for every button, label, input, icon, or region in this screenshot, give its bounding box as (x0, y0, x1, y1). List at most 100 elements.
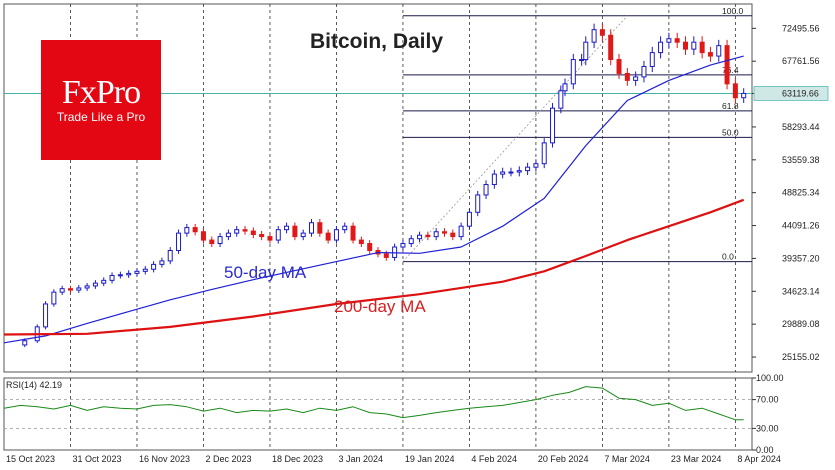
price-candle-body (43, 303, 49, 328)
price-candle-body (433, 231, 439, 238)
ma50-label: 50-day MA (224, 263, 307, 282)
rsi-line (3, 386, 744, 421)
x-tick-label: 18 Dec 2023 (272, 454, 323, 464)
price-candle-body (242, 229, 248, 232)
price-candle-body (641, 65, 647, 78)
price-candle-body (142, 268, 148, 272)
price-candle-body (491, 173, 497, 186)
price-candle-body (284, 225, 290, 231)
price-candle-body (466, 211, 472, 227)
y-tick-label: 44091.26 (782, 221, 820, 231)
price-candle-body (541, 142, 547, 165)
price-candle-body (234, 229, 240, 234)
x-tick-label: 19 Jan 2024 (405, 454, 455, 464)
x-tick-label: 20 Feb 2024 (538, 454, 589, 464)
price-candle-body (342, 225, 348, 231)
price-candle-body (392, 246, 398, 258)
price-candle-body (192, 227, 198, 233)
logo-tagline: Trade Like a Pro (56, 110, 146, 124)
price-candle-body (570, 59, 576, 85)
x-tick-label: 31 Oct 2023 (72, 454, 121, 464)
price-candle-body (325, 232, 331, 241)
x-tick-label: 16 Nov 2023 (139, 454, 190, 464)
x-tick-label: 8 Apr 2024 (737, 454, 781, 464)
price-candle-body (184, 227, 190, 234)
price-candle-body (608, 34, 614, 61)
price-candle-body (624, 72, 630, 81)
price-candle-body (475, 194, 481, 213)
price-candle-body (333, 229, 339, 241)
y-tick-label: 29889.08 (782, 319, 820, 329)
price-candle-body (400, 243, 406, 248)
price-candle-body (741, 92, 747, 99)
price-candle-body (267, 236, 273, 241)
chart-title: Bitcoin, Daily (310, 30, 444, 53)
y-tick-label: 58293.44 (782, 122, 820, 132)
price-candle-body (649, 52, 655, 67)
price-candle-body (508, 171, 514, 174)
price-candle-body (209, 239, 215, 245)
y-tick-label: 67761.56 (782, 56, 820, 66)
price-candle-body (658, 41, 664, 54)
price-candle-body (550, 107, 556, 144)
ma200-label: 200-day MA (334, 297, 426, 316)
fib-level-label: 76.4 (722, 65, 739, 75)
price-candle-body (101, 279, 107, 284)
price-candle-body (126, 272, 132, 276)
price-candle-body (51, 291, 57, 305)
price-candle-body (633, 76, 639, 81)
x-tick-label: 15 Oct 2023 (6, 454, 55, 464)
x-tick-label: 3 Jan 2024 (338, 454, 383, 464)
price-candle-body (350, 225, 356, 241)
price-candle-body (383, 253, 389, 258)
price-candle-body (533, 163, 539, 168)
price-candle-body (417, 234, 423, 240)
main-panel-frame (3, 3, 753, 373)
price-candle-body (309, 222, 315, 234)
price-candle-body (275, 229, 281, 241)
price-candle-body (579, 59, 585, 62)
current-price-label: 63119.66 (782, 88, 819, 98)
price-candle-body (425, 234, 431, 238)
price-candle-body (367, 243, 373, 251)
logo-brand: FxPro (61, 74, 141, 111)
price-candle-body (707, 52, 713, 57)
price-candle-body (67, 288, 73, 291)
price-candle-body (691, 41, 697, 50)
y-tick-label: 34623.14 (782, 286, 820, 296)
price-candle-body (84, 285, 90, 289)
price-candle-body (250, 230, 256, 236)
x-tick-label: 4 Feb 2024 (471, 454, 517, 464)
price-candle-body (76, 287, 82, 291)
y-tick-label: 39357.20 (782, 253, 820, 263)
fib-level-label: 100.0 (722, 6, 744, 16)
price-candle-body (358, 239, 364, 245)
price-candle-body (317, 222, 323, 234)
price-candle-body (500, 171, 506, 175)
price-candle-body (159, 260, 165, 265)
price-candle-body (151, 263, 157, 270)
rsi-title: RSI(14) 42.19 (6, 380, 62, 390)
fib-level-label: 0.0 (722, 252, 734, 262)
price-candle-body (450, 232, 456, 238)
price-candle-body (225, 232, 231, 238)
price-candle-body (674, 38, 680, 43)
price-candle-body (176, 232, 182, 251)
rsi-y-tick-label: 100.00 (756, 373, 784, 383)
fib-swing-line (402, 15, 628, 262)
price-candle-body (732, 83, 738, 99)
fib-level-label: 50.0 (722, 127, 739, 137)
price-candle-body (558, 90, 564, 109)
price-candle-body (408, 238, 414, 245)
x-tick-label: 23 Mar 2024 (671, 454, 722, 464)
fxpro-logo: FxPro Trade Like a Pro (41, 40, 161, 160)
price-candle-body (259, 234, 265, 238)
price-candle-body (134, 270, 140, 274)
price-candle-body (458, 225, 464, 238)
price-candle-body (716, 45, 722, 57)
price-candle-body (22, 340, 28, 346)
price-candle-body (562, 83, 568, 92)
price-candle-body (699, 41, 705, 54)
price-candle-body (59, 288, 65, 293)
y-tick-label: 25155.02 (782, 352, 820, 362)
